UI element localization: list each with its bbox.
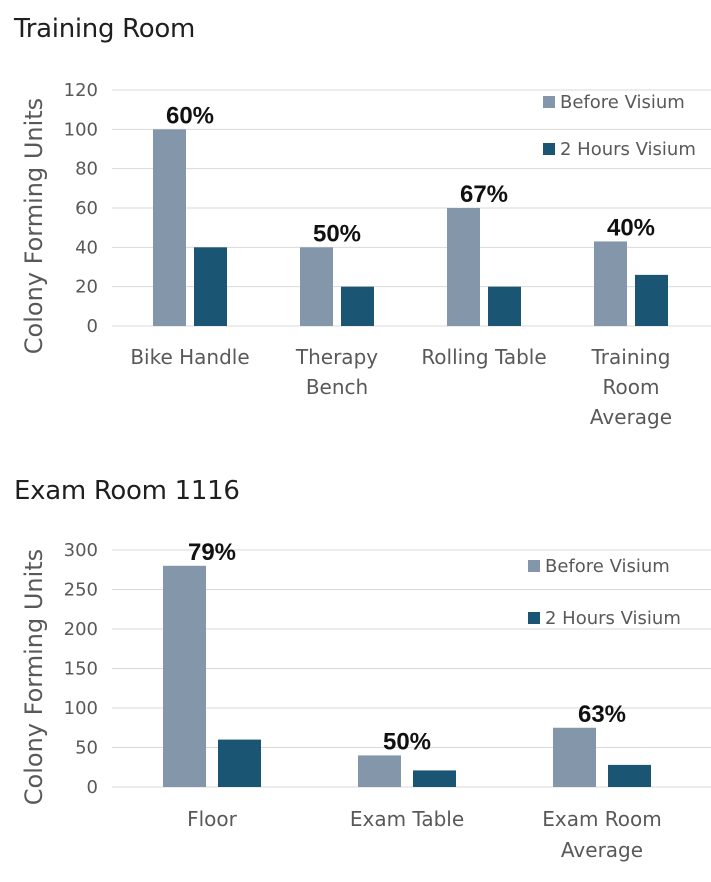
y-tick-label: 0 xyxy=(87,316,98,337)
chart-exam-room-1116: Exam Room 1116 0 50 100 150 200 250 300 Colony … xyxy=(0,462,711,882)
data-label: 50% xyxy=(313,220,361,247)
legend-swatch-after xyxy=(543,143,555,155)
legend-swatch-before xyxy=(543,96,555,108)
legend-label: 2 Hours Visium xyxy=(545,608,681,629)
y-tick-label: 100 xyxy=(64,119,98,140)
category-label: Rolling Table xyxy=(421,345,546,369)
y-tick-label: 60 xyxy=(75,198,98,219)
y-tick-label: 100 xyxy=(64,698,98,719)
bar-before xyxy=(163,565,206,787)
bar-after xyxy=(218,739,261,787)
data-label: 63% xyxy=(578,701,626,728)
legend-label: Before Visium xyxy=(545,556,670,577)
bar-after xyxy=(194,247,227,326)
bar-before xyxy=(358,755,401,787)
data-label: 67% xyxy=(460,181,508,208)
y-tick-label: 120 xyxy=(64,80,98,101)
bar-before xyxy=(447,208,480,326)
bar-before xyxy=(153,129,186,326)
y-tick-label: 50 xyxy=(75,738,98,759)
category-label: Exam Room xyxy=(542,807,662,831)
data-label: 79% xyxy=(188,539,236,566)
bar-after xyxy=(341,286,374,326)
chart-svg: 0 20 40 60 80 100 120 Colony Forming Units 60% Bi… xyxy=(20,80,711,429)
y-tick-label: 80 xyxy=(75,159,98,180)
chart-svg: 0 50 100 150 200 250 300 Colony Forming Units 79… xyxy=(20,539,711,862)
legend-swatch-before xyxy=(528,560,540,572)
legend-label: Before Visium xyxy=(560,92,685,113)
bar-before xyxy=(594,241,627,326)
y-tick-label: 40 xyxy=(75,237,98,258)
category-label: Room xyxy=(603,375,660,399)
y-tick-label: 300 xyxy=(64,540,98,561)
y-tick-label: 150 xyxy=(64,659,98,680)
y-tick-label: 250 xyxy=(64,580,98,601)
chart-training-room: Training Room 0 20 40 60 80 100 120 Colony Form… xyxy=(0,0,711,440)
category-label: Bench xyxy=(306,375,368,399)
y-tick-label: 0 xyxy=(87,777,98,798)
data-label: 60% xyxy=(166,102,214,129)
data-label: 50% xyxy=(383,728,431,755)
category-label: Bike Handle xyxy=(130,345,249,369)
bar-after xyxy=(608,764,651,787)
y-axis-label: Colony Forming Units xyxy=(20,98,48,354)
category-label: Average xyxy=(561,838,643,862)
bar-after xyxy=(635,274,668,326)
bar-after xyxy=(488,286,521,326)
chart-title: Exam Room 1116 xyxy=(14,476,240,506)
category-label: Therapy xyxy=(295,345,378,369)
category-label: Exam Table xyxy=(350,807,464,831)
legend-swatch-after xyxy=(528,612,540,624)
chart-title: Training Room xyxy=(14,14,195,44)
data-label: 40% xyxy=(607,214,655,241)
category-label: Average xyxy=(590,405,672,429)
bar-before xyxy=(300,247,333,326)
bar-after xyxy=(413,770,456,787)
y-tick-label: 200 xyxy=(64,619,98,640)
category-label: Training xyxy=(591,345,671,369)
bar-before xyxy=(553,727,596,787)
category-label: Floor xyxy=(187,807,238,831)
y-axis-label: Colony Forming Units xyxy=(20,549,48,805)
y-tick-label: 20 xyxy=(75,277,98,298)
legend-label: 2 Hours Visium xyxy=(560,139,696,160)
